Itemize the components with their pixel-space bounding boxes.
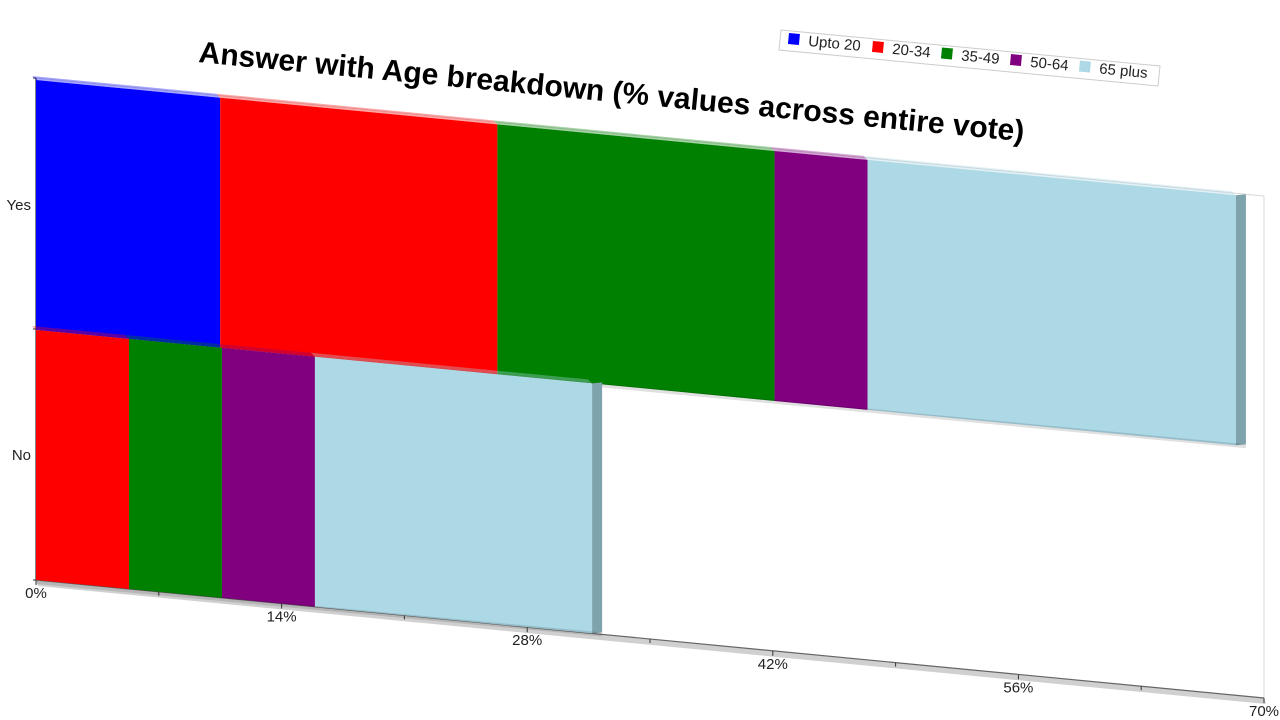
bar-end-face-no [592,382,603,634]
bar-segment-yes-65-plus [867,159,1236,446]
legend-label: 35-49 [960,47,1000,68]
bar-segment-no-35-49 [128,338,222,598]
bar-segment-yes-50-64 [774,150,868,410]
legend-swatch [1078,60,1091,73]
legend-swatch [871,40,884,53]
bar-segment-no-65-plus [314,356,593,634]
legend-label: 65 plus [1098,60,1148,81]
bar-top-face [124,334,222,348]
legend-item-50-64: 50-64 [1009,54,1069,75]
x-tick-label: 14% [267,609,297,626]
x-tick-label: 70% [1249,703,1279,720]
legend-swatch [787,33,800,45]
category-label-yes: Yes [7,197,31,214]
legend-swatch [1009,54,1022,67]
bar-shadow-no [36,580,603,637]
x-tick-label: 42% [758,656,788,673]
y-axis-labels: Yes No [7,197,31,464]
bar-segment-yes-35-49 [497,124,775,401]
bar-top-face [216,93,498,125]
bar-top-face [770,146,868,160]
legend-item-35-49: 35-49 [940,47,1000,68]
bar-top-face [493,120,775,151]
legend: Upto 20 20-34 35-49 50-64 65 plus [778,29,1161,87]
bar-top-face [32,326,129,339]
bar-segment-no-50-64 [221,347,315,607]
bar-top-face [310,352,593,384]
bar-end-face-yes [1235,194,1246,446]
bar-top-face [217,343,315,357]
floor-shadow [36,580,1266,704]
legend-item-upto-20: Upto 20 [787,33,861,55]
legend-label: 50-64 [1029,54,1069,75]
x-tick-label: 28% [512,632,542,649]
bar-top-face [863,155,1236,196]
legend-item-20-34: 20-34 [871,40,931,62]
legend-swatch [940,47,953,60]
legend-label: 20-34 [891,41,931,62]
x-tick-label: 56% [1003,679,1033,696]
legend-label: Upto 20 [807,33,861,55]
category-label-no: No [12,447,31,464]
bar-segment-yes-20-34 [220,97,498,375]
bars-layer [32,76,1246,637]
x-axis-ticks: 0% 14% 28% 42% 56% 70% [25,580,1279,720]
bar-top-face [32,76,221,98]
x-tick-label: 0% [25,585,47,602]
bar-segment-no-20-34 [36,330,129,589]
legend-item-65-plus: 65 plus [1078,60,1148,82]
bar-segment-yes-upto-20 [36,80,221,348]
